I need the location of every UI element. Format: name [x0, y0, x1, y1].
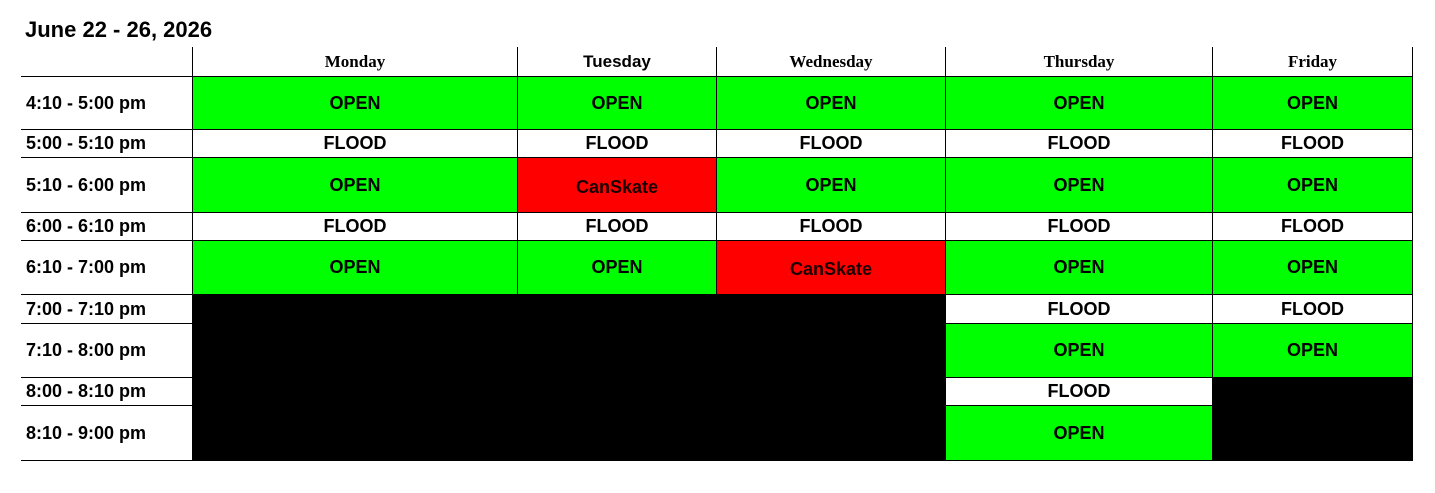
schedule-cell-open: OPEN	[1213, 77, 1413, 130]
schedule-cell-closed	[518, 406, 717, 461]
schedule-cell-canskate: CanSkate	[518, 158, 717, 213]
schedule-cell-open: OPEN	[946, 77, 1213, 130]
time-slot-label: 6:10 - 7:00 pm	[21, 241, 193, 295]
schedule-cell-closed	[717, 378, 946, 406]
schedule-cell-closed	[717, 324, 946, 378]
schedule-cell-open: OPEN	[946, 241, 1213, 295]
time-slot-label: 7:00 - 7:10 pm	[21, 295, 193, 324]
schedule-cell-flood: FLOOD	[946, 130, 1213, 158]
schedule-cell-open: OPEN	[518, 77, 717, 130]
schedule-cell-open: OPEN	[1213, 324, 1413, 378]
schedule-cell-flood: FLOOD	[717, 213, 946, 241]
schedule-cell-closed	[193, 406, 518, 461]
schedule-cell-flood: FLOOD	[518, 213, 717, 241]
schedule-cell-closed	[193, 295, 518, 324]
schedule-cell-flood: FLOOD	[193, 130, 518, 158]
time-slot-label: 5:00 - 5:10 pm	[21, 130, 193, 158]
day-header-wednesday: Wednesday	[717, 47, 946, 77]
schedule-cell-flood: FLOOD	[946, 378, 1213, 406]
schedule-cell-flood: FLOOD	[193, 213, 518, 241]
schedule-cell-closed	[518, 295, 717, 324]
schedule-cell-open: OPEN	[946, 324, 1213, 378]
schedule-cell-open: OPEN	[1213, 241, 1413, 295]
schedule-cell-flood: FLOOD	[1213, 213, 1413, 241]
schedule-cell-flood: FLOOD	[1213, 295, 1413, 324]
schedule-cell-closed	[518, 378, 717, 406]
schedule-cell-flood: FLOOD	[518, 130, 717, 158]
schedule-cell-open: OPEN	[193, 241, 518, 295]
schedule-cell-closed	[1213, 378, 1413, 406]
time-slot-label: 4:10 - 5:00 pm	[21, 77, 193, 130]
schedule-cell-open: OPEN	[193, 77, 518, 130]
schedule-cell-flood: FLOOD	[717, 130, 946, 158]
schedule-cell-closed	[717, 406, 946, 461]
schedule-cell-closed	[717, 295, 946, 324]
time-slot-label: 8:00 - 8:10 pm	[21, 378, 193, 406]
schedule-cell-open: OPEN	[518, 241, 717, 295]
time-slot-label: 8:10 - 9:00 pm	[21, 406, 193, 461]
schedule-cell-open: OPEN	[1213, 158, 1413, 213]
time-slot-label: 6:00 - 6:10 pm	[21, 213, 193, 241]
day-header-friday: Friday	[1213, 47, 1413, 77]
schedule-cell-open: OPEN	[946, 158, 1213, 213]
time-slot-label: 7:10 - 8:00 pm	[21, 324, 193, 378]
schedule-cell-open: OPEN	[717, 158, 946, 213]
header-corner-cell	[21, 47, 193, 77]
schedule-cell-flood: FLOOD	[946, 213, 1213, 241]
schedule-cell-flood: FLOOD	[1213, 130, 1413, 158]
schedule-cell-canskate: CanSkate	[717, 241, 946, 295]
day-header-thursday: Thursday	[946, 47, 1213, 77]
schedule-cell-open: OPEN	[946, 406, 1213, 461]
schedule-cell-open: OPEN	[193, 158, 518, 213]
schedule-cell-open: OPEN	[717, 77, 946, 130]
schedule-cell-closed	[193, 324, 518, 378]
schedule-cell-closed	[1213, 406, 1413, 461]
day-header-tuesday: Tuesday	[518, 47, 717, 77]
time-slot-label: 5:10 - 6:00 pm	[21, 158, 193, 213]
schedule-cell-closed	[193, 378, 518, 406]
schedule-cell-flood: FLOOD	[946, 295, 1213, 324]
day-header-monday: Monday	[193, 47, 518, 77]
schedule-cell-closed	[518, 324, 717, 378]
schedule-title: June 22 - 26, 2026	[25, 17, 213, 42]
